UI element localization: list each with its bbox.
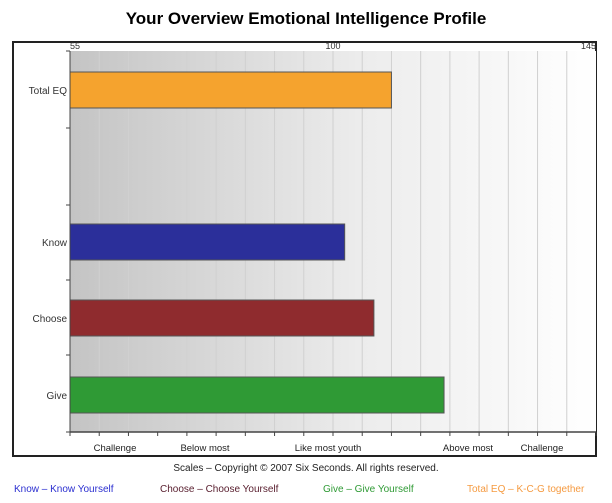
category-label: Give	[46, 391, 67, 402]
zone-label: Above most	[443, 443, 494, 454]
bar-total-eq	[69, 71, 392, 109]
category-label: Total EQ	[29, 86, 68, 97]
x-tick-label: 145	[581, 41, 596, 51]
x-tick-label: 55	[70, 41, 80, 51]
copyright-note: Scales – Copyright © 2007 Six Seconds. A…	[173, 463, 439, 474]
zone-label: Challenge	[94, 443, 137, 454]
legend-know: Know – Know Yourself	[14, 484, 114, 495]
bar-know	[69, 223, 346, 261]
legend-give: Give – Give Yourself	[323, 484, 414, 495]
x-tick-label: 100	[325, 41, 340, 51]
category-label: Choose	[33, 314, 68, 325]
zone-label: Challenge	[521, 443, 564, 454]
category-label: Know	[42, 238, 68, 249]
legend-total-eq: Total EQ – K-C-G together	[467, 484, 585, 495]
zone-label: Like most youth	[295, 443, 362, 454]
bar-give	[69, 376, 445, 414]
bar-choose	[69, 299, 375, 337]
legend-choose: Choose – Choose Yourself	[160, 484, 279, 495]
chart-title: Your Overview Emotional Intelligence Pro…	[125, 9, 487, 28]
zone-label: Below most	[180, 443, 229, 454]
